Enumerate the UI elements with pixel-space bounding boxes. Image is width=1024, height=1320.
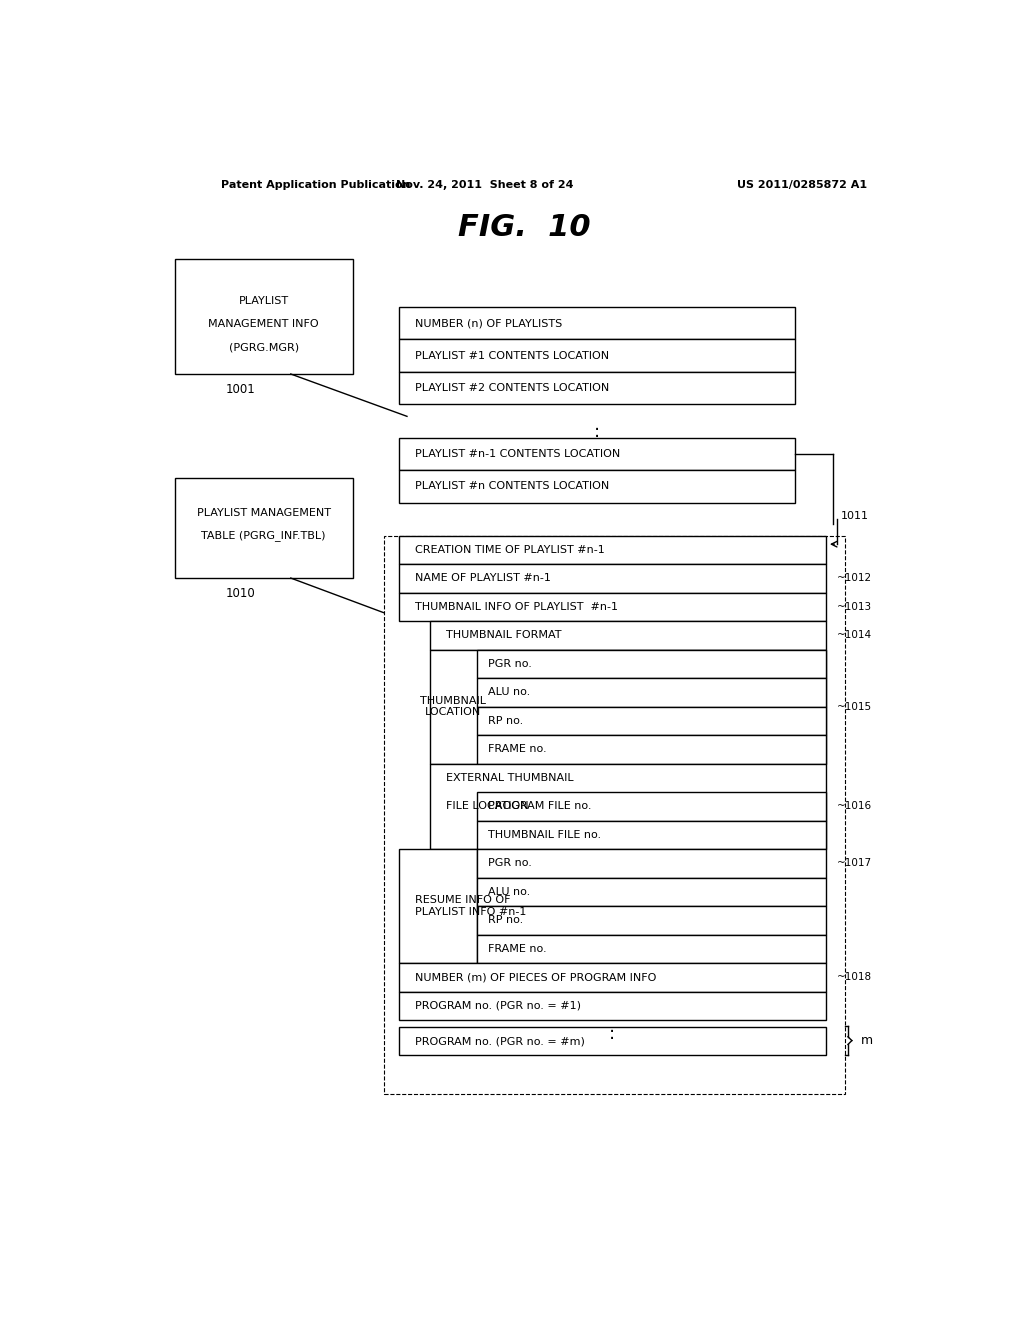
Text: NUMBER (n) OF PLAYLISTS: NUMBER (n) OF PLAYLISTS: [415, 318, 562, 329]
Text: Nov. 24, 2011  Sheet 8 of 24: Nov. 24, 2011 Sheet 8 of 24: [395, 181, 573, 190]
Text: ~1012: ~1012: [838, 573, 872, 583]
FancyBboxPatch shape: [477, 821, 825, 849]
Text: PGR no.: PGR no.: [488, 858, 532, 869]
FancyBboxPatch shape: [477, 706, 825, 735]
Text: ALU no.: ALU no.: [488, 688, 530, 697]
Text: 1001: 1001: [225, 383, 255, 396]
FancyBboxPatch shape: [399, 1027, 825, 1056]
Text: THUMBNAIL FILE no.: THUMBNAIL FILE no.: [488, 830, 601, 840]
Text: EXTERNAL THUMBNAIL: EXTERNAL THUMBNAIL: [445, 774, 573, 783]
Text: THUMBNAIL
LOCATION: THUMBNAIL LOCATION: [421, 696, 486, 718]
Text: NAME OF PLAYLIST #n-1: NAME OF PLAYLIST #n-1: [415, 573, 551, 583]
Text: ~1014: ~1014: [838, 631, 872, 640]
Text: 1011: 1011: [841, 511, 869, 521]
FancyBboxPatch shape: [477, 649, 825, 678]
Text: ALU no.: ALU no.: [488, 887, 530, 896]
FancyBboxPatch shape: [399, 849, 477, 964]
Text: THUMBNAIL FORMAT: THUMBNAIL FORMAT: [445, 631, 561, 640]
FancyBboxPatch shape: [399, 593, 825, 622]
FancyBboxPatch shape: [477, 849, 825, 878]
Text: PROGRAM no. (PGR no. = #m): PROGRAM no. (PGR no. = #m): [415, 1036, 585, 1047]
Text: ~1016: ~1016: [838, 801, 872, 812]
FancyBboxPatch shape: [174, 478, 352, 578]
FancyBboxPatch shape: [477, 935, 825, 964]
FancyBboxPatch shape: [399, 564, 825, 593]
Text: ~1018: ~1018: [838, 973, 872, 982]
Text: ~1017: ~1017: [838, 858, 872, 869]
FancyBboxPatch shape: [430, 649, 825, 763]
Text: THUMBNAIL INFO OF PLAYLIST  #n-1: THUMBNAIL INFO OF PLAYLIST #n-1: [415, 602, 617, 612]
Text: PLAYLIST #n CONTENTS LOCATION: PLAYLIST #n CONTENTS LOCATION: [415, 482, 609, 491]
Text: FRAME no.: FRAME no.: [488, 744, 547, 754]
Text: TABLE (PGRG_INF.TBL): TABLE (PGRG_INF.TBL): [202, 531, 326, 541]
FancyBboxPatch shape: [399, 470, 795, 503]
FancyBboxPatch shape: [399, 438, 795, 470]
Text: US 2011/0285872 A1: US 2011/0285872 A1: [737, 181, 867, 190]
Text: PROGRAM FILE no.: PROGRAM FILE no.: [488, 801, 592, 812]
Text: 1010: 1010: [225, 587, 255, 601]
Text: PROGRAM no. (PGR no. = #1): PROGRAM no. (PGR no. = #1): [415, 1001, 581, 1011]
Text: ~1013: ~1013: [838, 602, 872, 612]
Text: (PGRG.MGR): (PGRG.MGR): [228, 342, 299, 352]
FancyBboxPatch shape: [477, 678, 825, 706]
Text: PLAYLIST MANAGEMENT: PLAYLIST MANAGEMENT: [197, 508, 331, 517]
FancyBboxPatch shape: [430, 622, 825, 649]
Text: PLAYLIST #2 CONTENTS LOCATION: PLAYLIST #2 CONTENTS LOCATION: [415, 383, 609, 393]
Text: FIG.  10: FIG. 10: [459, 214, 591, 242]
Text: RP no.: RP no.: [488, 715, 523, 726]
Text: RESUME INFO OF
PLAYLIST INFO #n-1: RESUME INFO OF PLAYLIST INFO #n-1: [415, 895, 526, 917]
Text: FRAME no.: FRAME no.: [488, 944, 547, 954]
Text: MANAGEMENT INFO: MANAGEMENT INFO: [208, 319, 318, 329]
FancyBboxPatch shape: [399, 964, 825, 991]
FancyBboxPatch shape: [477, 878, 825, 906]
Text: CREATION TIME OF PLAYLIST #n-1: CREATION TIME OF PLAYLIST #n-1: [415, 545, 604, 554]
Text: ~1015: ~1015: [838, 702, 872, 711]
Text: :: :: [609, 1026, 615, 1043]
Text: Patent Application Publication: Patent Application Publication: [221, 181, 411, 190]
FancyBboxPatch shape: [399, 536, 825, 564]
Text: :: :: [594, 422, 600, 441]
FancyBboxPatch shape: [174, 259, 352, 374]
FancyBboxPatch shape: [477, 735, 825, 763]
Text: FILE LOCATION: FILE LOCATION: [445, 801, 528, 812]
FancyBboxPatch shape: [399, 991, 825, 1020]
Text: RP no.: RP no.: [488, 915, 523, 925]
FancyBboxPatch shape: [399, 308, 795, 339]
FancyBboxPatch shape: [430, 763, 825, 849]
FancyBboxPatch shape: [399, 372, 795, 404]
FancyBboxPatch shape: [477, 792, 825, 821]
Text: PGR no.: PGR no.: [488, 659, 532, 669]
FancyBboxPatch shape: [399, 339, 795, 372]
Text: PLAYLIST #n-1 CONTENTS LOCATION: PLAYLIST #n-1 CONTENTS LOCATION: [415, 449, 620, 459]
FancyBboxPatch shape: [477, 906, 825, 935]
Text: m: m: [860, 1034, 872, 1047]
Text: NUMBER (m) OF PIECES OF PROGRAM INFO: NUMBER (m) OF PIECES OF PROGRAM INFO: [415, 973, 656, 982]
Text: PLAYLIST: PLAYLIST: [239, 296, 289, 306]
Text: PLAYLIST #1 CONTENTS LOCATION: PLAYLIST #1 CONTENTS LOCATION: [415, 351, 609, 360]
